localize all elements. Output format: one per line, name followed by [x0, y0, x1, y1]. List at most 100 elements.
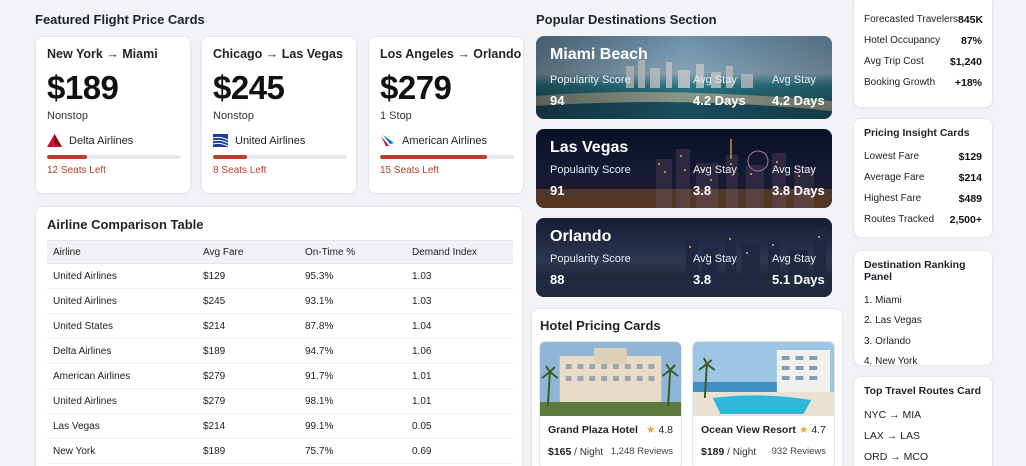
popularity-score: 94: [550, 93, 565, 108]
avg-stay-label: Avg Stay: [693, 74, 737, 86]
route-item[interactable]: ORD → MCO: [864, 450, 929, 463]
seats-left: 15 Seats Left: [380, 165, 439, 176]
hotel-reviews: 1,248 Reviews: [610, 446, 673, 457]
route-item[interactable]: LAX → LAS: [864, 429, 921, 442]
stat-row: Hotel Occupancy 87%: [864, 30, 982, 51]
route-item[interactable]: NYC → MIA: [864, 408, 922, 421]
avg-stay-label: Avg Stay: [772, 253, 816, 265]
airline-name: United Airlines: [235, 134, 306, 147]
delta-logo-icon: [47, 134, 62, 147]
table-cell: Delta Airlines: [47, 338, 197, 364]
flight-route: Los Angeles → Orlando: [380, 47, 522, 61]
ranking-title: Destination Ranking Panel: [864, 259, 966, 283]
table-cell: United Airlines: [47, 288, 197, 314]
flight-card-3[interactable]: Los Angeles → Orlando $279 1 Stop Americ…: [368, 36, 524, 194]
las-vegas-photo: [536, 129, 832, 208]
table-row[interactable]: United Airlines $279 98.1% 1.01: [47, 388, 513, 414]
stat-value: 845K: [957, 13, 984, 26]
table-cell: 93.1%: [299, 288, 406, 314]
table-cell: $214: [197, 413, 299, 439]
table-row[interactable]: United Airlines $245 93.1% 1.03: [47, 288, 513, 314]
table-cell: 1.03: [406, 288, 513, 314]
destination-card-las-vegas[interactable]: Las Vegas Popularity Score 91 Avg Stay 3…: [536, 129, 832, 208]
pricing-row: Routes Tracked 2,500+: [864, 209, 982, 230]
table-cell: 94.7%: [299, 338, 406, 364]
hotel-card-grand-plaza[interactable]: Grand Plaza Hotel ★ 4.8 $165 / Night 1,2…: [539, 341, 682, 466]
table-cell: $189: [197, 438, 299, 464]
ranking-item[interactable]: 4. New York: [864, 356, 918, 368]
hotel-card-ocean-view[interactable]: Ocean View Resort ★ 4.7 $189 / Night 932…: [692, 341, 835, 466]
table-row[interactable]: American Airlines $279 91.7% 1.01: [47, 363, 513, 389]
pricing-title: Pricing Insight Cards: [864, 127, 970, 139]
hotel-name: Ocean View Resort: [701, 424, 796, 436]
table-cell: 1.06: [406, 338, 513, 364]
table-cell: $189: [197, 338, 299, 364]
ranking-item[interactable]: 1. Miami: [864, 294, 902, 306]
flight-price: $245: [213, 69, 285, 106]
rating-value: 4.7: [811, 424, 826, 436]
seats-progress-bar: [380, 155, 514, 159]
destination-name: Miami Beach: [550, 46, 648, 63]
avg-stay-label: Avg Stay: [772, 164, 816, 176]
miami-beach-photo: [536, 36, 832, 119]
table-row[interactable]: United States $214 87.8% 1.04: [47, 313, 513, 339]
table-cell: $129: [197, 263, 299, 289]
table-cell: 98.1%: [299, 388, 406, 414]
flight-price: $189: [47, 69, 119, 106]
orlando-photo: [536, 218, 832, 297]
flight-card-2[interactable]: Chicago → Las Vegas $245 Nonstop United …: [201, 36, 357, 194]
table-cell: American Airlines: [47, 363, 197, 389]
table-row[interactable]: Delta Airlines $189 94.7% 1.06: [47, 338, 513, 364]
table-row[interactable]: United Airlines $129 95.3% 1.03: [47, 263, 513, 289]
column-header[interactable]: Avg Fare: [197, 240, 299, 264]
hotel-rating: ★ 4.8: [646, 424, 673, 436]
destination-card-miami[interactable]: Miami Beach Popularity Score 94 Avg Stay…: [536, 36, 832, 119]
stat-row: Booking Growth +18%: [864, 72, 982, 93]
star-icon: ★: [646, 424, 656, 436]
table-cell: 1.03: [406, 263, 513, 289]
routes-title: Top Travel Routes Card: [864, 385, 982, 397]
avg-stay-label: Avg Stay: [693, 253, 737, 265]
table-cell: $214: [197, 313, 299, 339]
column-header[interactable]: Demand Index: [406, 240, 513, 264]
seats-left: 8 Seats Left: [213, 165, 267, 176]
hotel-pricing-section: Hotel Pricing Cards Grand Plaza Hotel ★ …: [531, 308, 843, 466]
pricing-row: Average Fare $214: [864, 167, 982, 188]
table-row[interactable]: New York $189 75.7% 0.69: [47, 438, 513, 464]
avg-stay-value: 3.8: [693, 272, 712, 287]
star-icon: ★: [799, 424, 809, 436]
avg-stay-value: 4.2 Days: [693, 93, 746, 108]
destination-card-orlando[interactable]: Orlando Popularity Score 88 Avg Stay 3.8…: [536, 218, 832, 297]
column-header[interactable]: On-Time %: [299, 240, 406, 264]
popularity-label: Popularity Score: [550, 74, 631, 86]
popularity-label: Popularity Score: [550, 164, 631, 176]
table-cell: Las Vegas: [47, 413, 197, 439]
column-header[interactable]: Airline: [47, 240, 197, 264]
popularity-label: Popularity Score: [550, 253, 631, 265]
flight-route: Chicago → Las Vegas: [213, 47, 343, 61]
airline-comparison-table: Airline Avg Fare On-Time % Demand Index …: [47, 240, 513, 464]
ranking-item[interactable]: 2. Las Vegas: [864, 315, 922, 327]
stat-label: Booking Growth: [864, 77, 936, 88]
seats-progress-bar: [213, 155, 347, 159]
table-row[interactable]: Las Vegas $214 99.1% 0.05: [47, 413, 513, 439]
stat-value: 87%: [960, 34, 982, 47]
stat-value: $1,240: [949, 55, 982, 68]
stat-label: Forecasted Travelers: [864, 14, 958, 25]
flight-price: $279: [380, 69, 452, 106]
avg-stay-value: 3.8 Days: [772, 183, 825, 198]
flight-card-1[interactable]: New York → Miami $189 Nonstop Delta Airl…: [35, 36, 191, 194]
airline-name: Delta Airlines: [69, 134, 134, 147]
top-travel-routes-card: Top Travel Routes Card NYC → MIA LAX → L…: [853, 376, 993, 466]
table-cell: $279: [197, 388, 299, 414]
destinations-section-title: Popular Destinations Section: [536, 12, 717, 27]
avg-stay-label: Avg Stay: [693, 164, 737, 176]
price-unit: / Night: [727, 447, 757, 458]
table-cell: $245: [197, 288, 299, 314]
stat-row: Avg Trip Cost $1,240: [864, 51, 982, 72]
destination-ranking-panel: Destination Ranking Panel 1. Miami 2. La…: [853, 250, 993, 367]
table-cell: 0.05: [406, 413, 513, 439]
table-cell: 99.1%: [299, 413, 406, 439]
flight-stops: 1 Stop: [380, 110, 412, 122]
ranking-item[interactable]: 3. Orlando: [864, 335, 911, 347]
